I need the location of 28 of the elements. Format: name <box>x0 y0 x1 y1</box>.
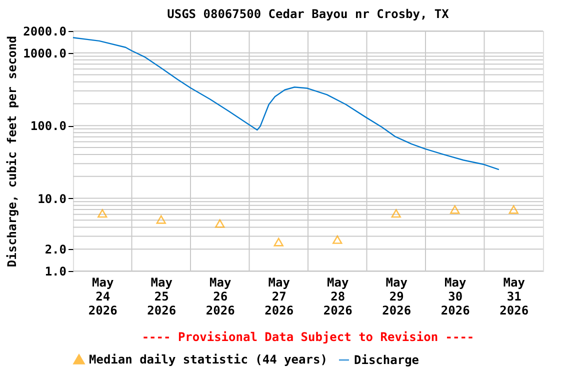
x-tick-label: May 29 2026 <box>382 276 412 318</box>
text: ---- Provisional Data Subject to Revision ---- <box>142 330 474 344</box>
y-tick-label: 100.0 <box>30 119 66 134</box>
y-axis-title: Discharge, cubic feet per second <box>5 36 20 268</box>
point <box>215 219 225 228</box>
chart-title: USGS 08067500 Cedar Bayou nr Crosby, TX <box>167 7 450 21</box>
y-tick-label: 2000.0 <box>23 24 66 38</box>
x-tick-label: May 27 2026 <box>264 276 294 318</box>
point <box>508 205 518 214</box>
point <box>332 235 342 244</box>
y-tick-label: 10.0 <box>38 192 66 206</box>
x-tick-label: May 31 2026 <box>500 276 529 318</box>
point <box>391 209 401 218</box>
x-tick-label: May 30 2026 <box>440 276 470 318</box>
line-series <box>72 37 500 170</box>
point <box>450 205 460 214</box>
x-tick-label: May 24 2026 <box>88 276 118 318</box>
point <box>156 215 166 224</box>
y-tick-label: 2.0 <box>44 242 66 257</box>
y-tick-label: 1000.0 <box>23 46 66 60</box>
legend-label: Median daily statistic (44 years) <box>89 352 328 366</box>
point <box>274 238 284 246</box>
y-tick-label: 1.0 <box>44 264 66 278</box>
legend-label: Discharge <box>354 353 420 367</box>
point <box>98 209 108 218</box>
x-tick-label: May 26 2026 <box>206 276 235 318</box>
x-tick-label: May 28 2026 <box>323 276 352 318</box>
x-tick-label: May 25 2026 <box>147 276 176 318</box>
